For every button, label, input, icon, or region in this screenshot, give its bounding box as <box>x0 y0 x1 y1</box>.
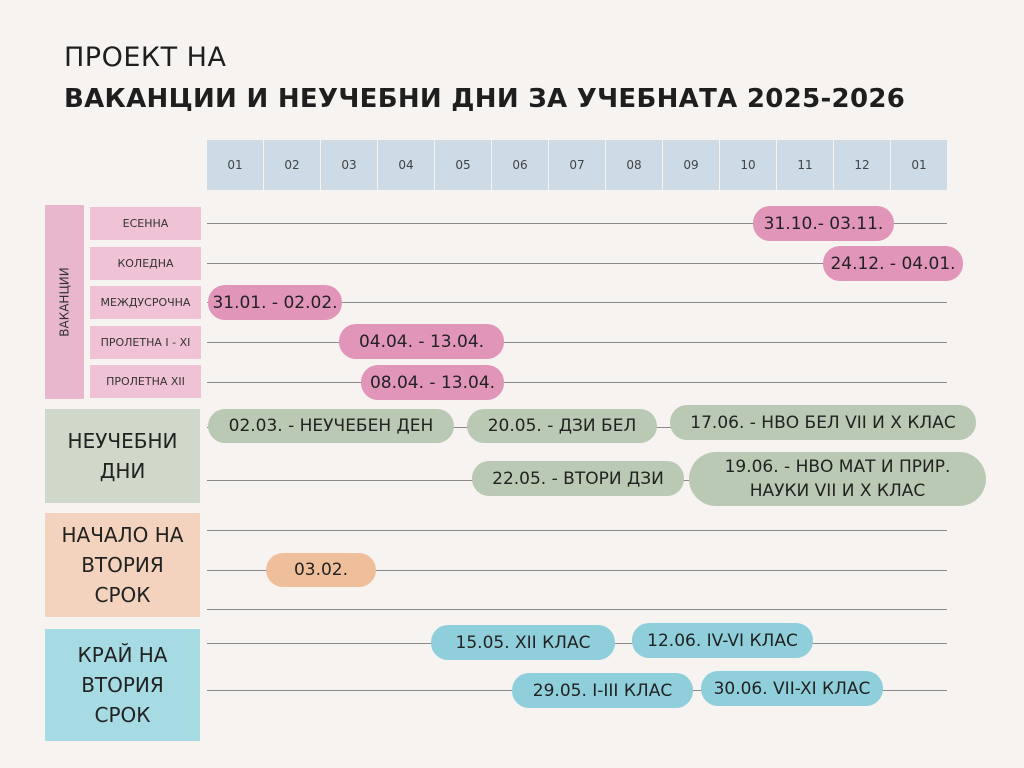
month-cell: 07 <box>549 140 606 190</box>
vacation-midterm-pill: 31.01. - 02.02. <box>208 285 342 320</box>
vacation-label-midterm: МЕЖДУСРОЧНА <box>90 286 201 319</box>
timeline-line <box>207 302 947 303</box>
term-start-label-line1: НАЧАЛО НА <box>61 523 184 547</box>
month-cell: 01 <box>891 140 947 190</box>
nvo-bel-pill: 17.06. - НВО БЕЛ VII И X КЛАС <box>670 405 976 440</box>
term-end-label-line1: КРАЙ НА <box>77 643 168 667</box>
timeline-line <box>207 223 947 224</box>
month-header: 01 02 03 04 05 06 07 08 09 10 11 12 01 <box>207 140 947 190</box>
term-end-7-11-pill: 30.06. VII-XI КЛАС <box>701 671 883 706</box>
vacation-label-autumn: ЕСЕННА <box>90 207 201 240</box>
term-start-label-line3: СРОК <box>94 583 151 607</box>
nonschool-label: НЕУЧЕБНИ ДНИ <box>45 409 200 503</box>
timeline-line <box>207 382 947 383</box>
nonschool-day-pill: 02.03. - НЕУЧЕБЕН ДЕН <box>208 409 454 443</box>
term-end-label-line3: СРОК <box>94 703 151 727</box>
timeline-line <box>207 530 947 531</box>
month-cell: 11 <box>777 140 834 190</box>
second-dzi-pill: 22.05. - ВТОРИ ДЗИ <box>472 461 684 496</box>
term-end-4-6-pill: 12.06. IV-VI КЛАС <box>632 623 813 658</box>
timeline-line <box>207 609 947 610</box>
dzi-bel-pill: 20.05. - ДЗИ БЕЛ <box>467 409 657 443</box>
term-start-label-line2: ВТОРИЯ <box>81 553 164 577</box>
nvo-math-line1: 19.06. - НВО МАТ И ПРИР. <box>724 457 951 477</box>
vacation-label-spring-12: ПРОЛЕТНА XII <box>90 365 201 398</box>
vacation-label-spring-1-11: ПРОЛЕТНА I - XI <box>90 326 201 359</box>
vacations-label-text: ВАКАНЦИИ <box>57 267 72 337</box>
month-cell: 02 <box>264 140 321 190</box>
nvo-math-line2: НАУКИ VII И X КЛАС <box>749 481 926 501</box>
vacation-autumn-pill: 31.10.- 03.11. <box>753 206 894 241</box>
month-cell: 09 <box>663 140 720 190</box>
month-cell: 12 <box>834 140 891 190</box>
vacation-label-christmas: КОЛЕДНА <box>90 247 201 280</box>
term-start-pill: 03.02. <box>266 553 376 587</box>
month-cell: 01 <box>207 140 264 190</box>
vacations-label: ВАКАНЦИИ <box>45 205 84 399</box>
nonschool-label-line1: НЕУЧЕБНИ <box>67 429 178 453</box>
term-end-label-line2: ВТОРИЯ <box>81 673 164 697</box>
term-end-12th-pill: 15.05. XII КЛАС <box>431 625 615 660</box>
vacation-spring-12-pill: 08.04. - 13.04. <box>361 365 504 400</box>
month-cell: 06 <box>492 140 549 190</box>
term-end-label: КРАЙ НА ВТОРИЯ СРОК <box>45 629 200 741</box>
timeline-line <box>207 570 947 571</box>
nvo-math-pill: 19.06. - НВО МАТ И ПРИР. НАУКИ VII И X К… <box>689 452 986 506</box>
month-cell: 05 <box>435 140 492 190</box>
vacation-spring-1-11-pill: 04.04. - 13.04. <box>339 324 504 359</box>
timeline-line <box>207 263 947 264</box>
month-cell: 03 <box>321 140 378 190</box>
vacation-christmas-pill: 24.12. - 04.01. <box>823 246 963 281</box>
nonschool-label-line2: ДНИ <box>99 459 146 483</box>
title-line-1: ПРОЕКТ НА <box>64 42 227 73</box>
timeline-line <box>207 342 947 343</box>
term-end-1-3-pill: 29.05. I-III КЛАС <box>512 673 693 708</box>
page-title: ВАКАНЦИИ И НЕУЧЕБНИ ДНИ ЗА УЧЕБНАТА 2025… <box>64 84 906 114</box>
month-cell: 10 <box>720 140 777 190</box>
month-cell: 04 <box>378 140 435 190</box>
month-cell: 08 <box>606 140 663 190</box>
term-start-label: НАЧАЛО НА ВТОРИЯ СРОК <box>45 513 200 617</box>
